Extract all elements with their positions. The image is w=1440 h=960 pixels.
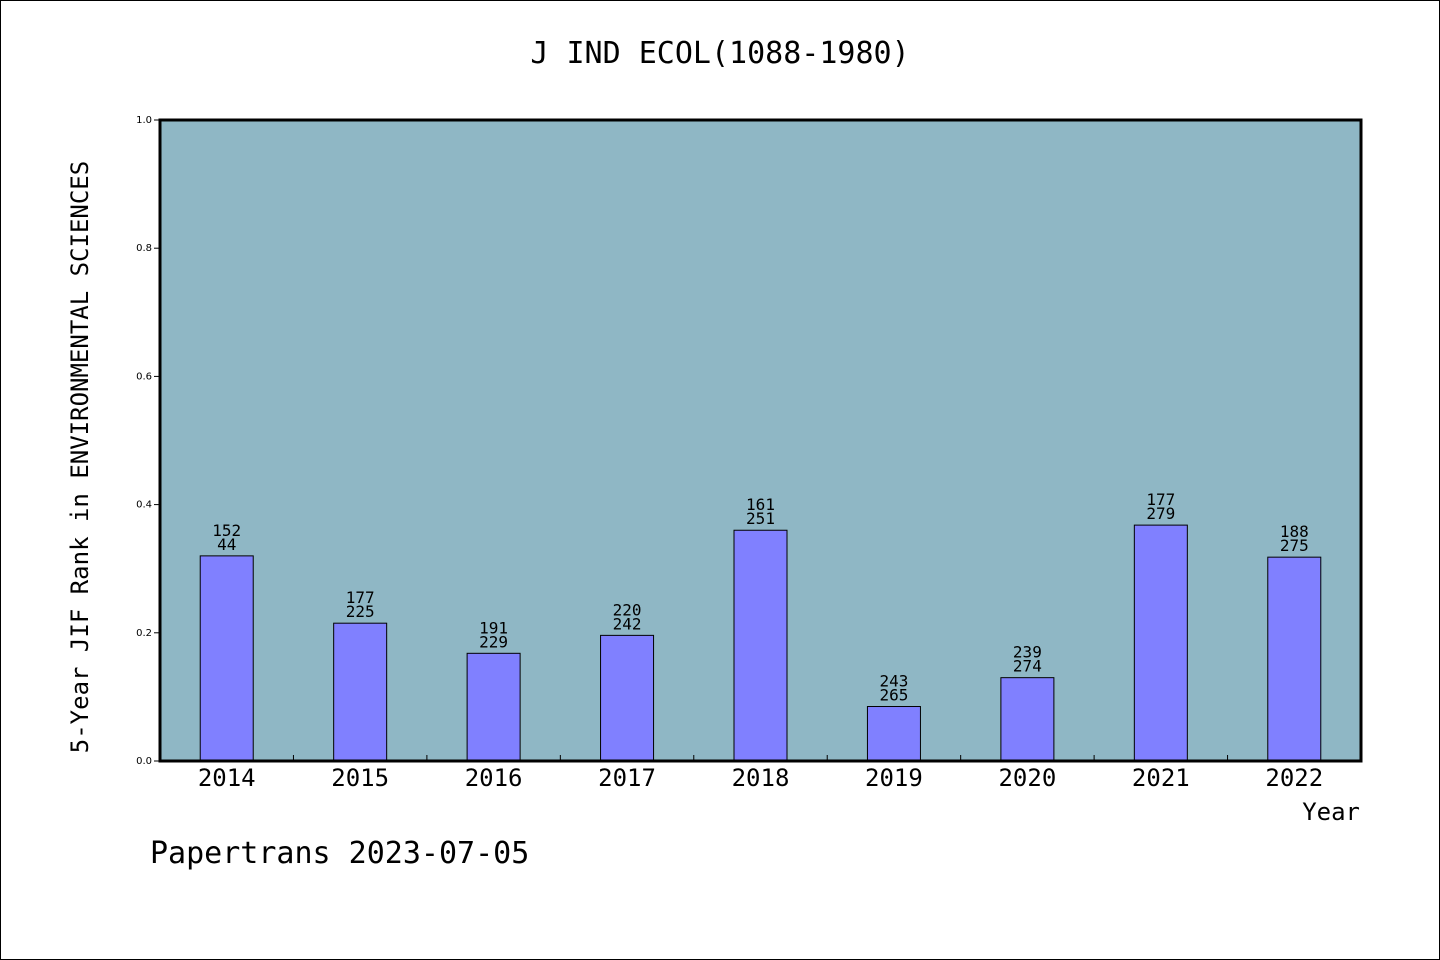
bar-label-rank: 161: [746, 495, 775, 514]
x-tick-label: 2021: [1132, 764, 1190, 792]
bar-label-rank: 177: [1146, 490, 1175, 509]
x-tick-label: 2019: [865, 764, 923, 792]
bar-2015: [333, 622, 388, 762]
bar-label-total: 229: [479, 632, 508, 651]
plot-border: [158, 118, 1363, 763]
y-tick-label: 0.4: [136, 500, 152, 511]
bar-label-rank: 243: [879, 672, 908, 691]
x-tick-label: 2018: [732, 764, 790, 792]
bar-label-total: 279: [1146, 504, 1175, 523]
bar-label-total: 275: [1280, 536, 1309, 555]
bar-label-total: 274: [1013, 657, 1042, 676]
chart-title: J IND ECOL(1088-1980): [530, 36, 910, 71]
x-tick-label: 2014: [198, 764, 256, 792]
bars: 1524417722519122922024216125124326523927…: [199, 490, 1322, 762]
x-tick-label: 2017: [598, 764, 656, 792]
bar-label-rank: 239: [1013, 643, 1042, 662]
y-tick-label: 1.0: [136, 115, 152, 126]
x-tick-label: 2020: [998, 764, 1056, 792]
axis-ticks: 0.0 0.2 0.4 0.6 0.8 1.0 2014 2015 2016 2017 2018 20…: [136, 115, 1323, 792]
bar-2021: [1133, 524, 1188, 762]
bar-2018: [733, 529, 788, 762]
bar-label-total: 225: [346, 602, 375, 621]
bar-label-rank: 191: [479, 618, 508, 637]
y-tick-label: 0.0: [136, 756, 152, 767]
x-tick-label: 2015: [331, 764, 389, 792]
y-tick-label: 0.6: [136, 371, 152, 382]
bar-2014: [199, 555, 254, 762]
bar-label-total: 251: [746, 509, 775, 528]
bar-2020: [1000, 677, 1055, 762]
footer-credit: Papertrans 2023-07-05: [150, 836, 530, 871]
bar-label-rank: 177: [346, 588, 375, 607]
bar-label-total: 265: [879, 686, 908, 705]
bar-label-rank: 152: [212, 521, 241, 540]
bar-2017: [600, 634, 655, 762]
bar-label-total: 242: [613, 614, 642, 633]
y-tick-label: 0.8: [136, 243, 152, 254]
x-tick-label: 2022: [1265, 764, 1323, 792]
bar-2016: [466, 652, 521, 762]
bar-label-rank: 188: [1280, 522, 1309, 541]
bar-label-total: 44: [217, 535, 236, 554]
x-tick-label: 2016: [465, 764, 523, 792]
y-tick-label: 0.2: [136, 628, 152, 639]
x-axis-label: Year: [1302, 798, 1360, 826]
bar-label-rank: 220: [613, 600, 642, 619]
bar-2019: [866, 706, 921, 762]
bar-2022: [1267, 556, 1322, 762]
